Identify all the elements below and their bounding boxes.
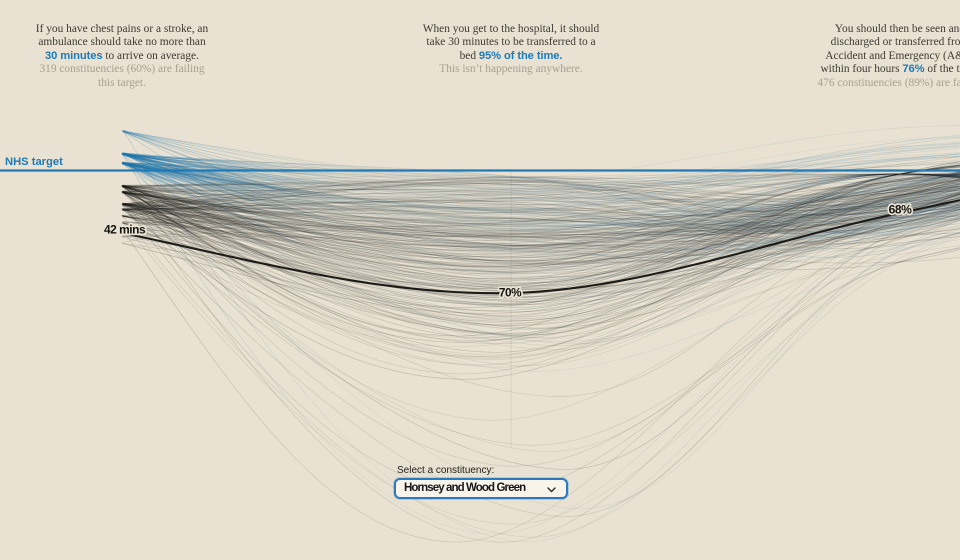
svg-text:68%: 68%: [889, 203, 912, 217]
svg-text:70%: 70%: [499, 286, 522, 300]
svg-text:42 mins: 42 mins: [104, 223, 146, 237]
